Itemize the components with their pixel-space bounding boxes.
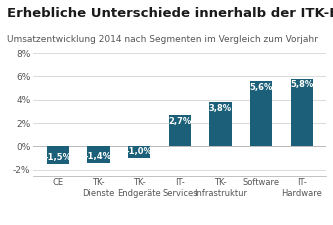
Text: -1,0%: -1,0% — [126, 147, 153, 156]
Text: Erhebliche Unterschiede innerhalb der ITK-Branche: Erhebliche Unterschiede innerhalb der IT… — [7, 7, 333, 20]
Bar — [168, 115, 191, 146]
Text: -1,5%: -1,5% — [44, 153, 71, 162]
Bar — [128, 146, 150, 158]
Bar — [87, 146, 110, 163]
Bar — [47, 146, 69, 164]
Bar — [250, 81, 272, 146]
Text: 3,8%: 3,8% — [209, 104, 232, 113]
Text: -1,4%: -1,4% — [85, 152, 112, 161]
Text: Umsatzentwicklung 2014 nach Segmenten im Vergleich zum Vorjahr: Umsatzentwicklung 2014 nach Segmenten im… — [7, 35, 318, 44]
Text: 5,8%: 5,8% — [290, 81, 313, 90]
Bar — [209, 102, 232, 146]
Text: 5,6%: 5,6% — [249, 83, 273, 92]
Text: 2,7%: 2,7% — [168, 117, 191, 126]
Bar — [291, 79, 313, 146]
